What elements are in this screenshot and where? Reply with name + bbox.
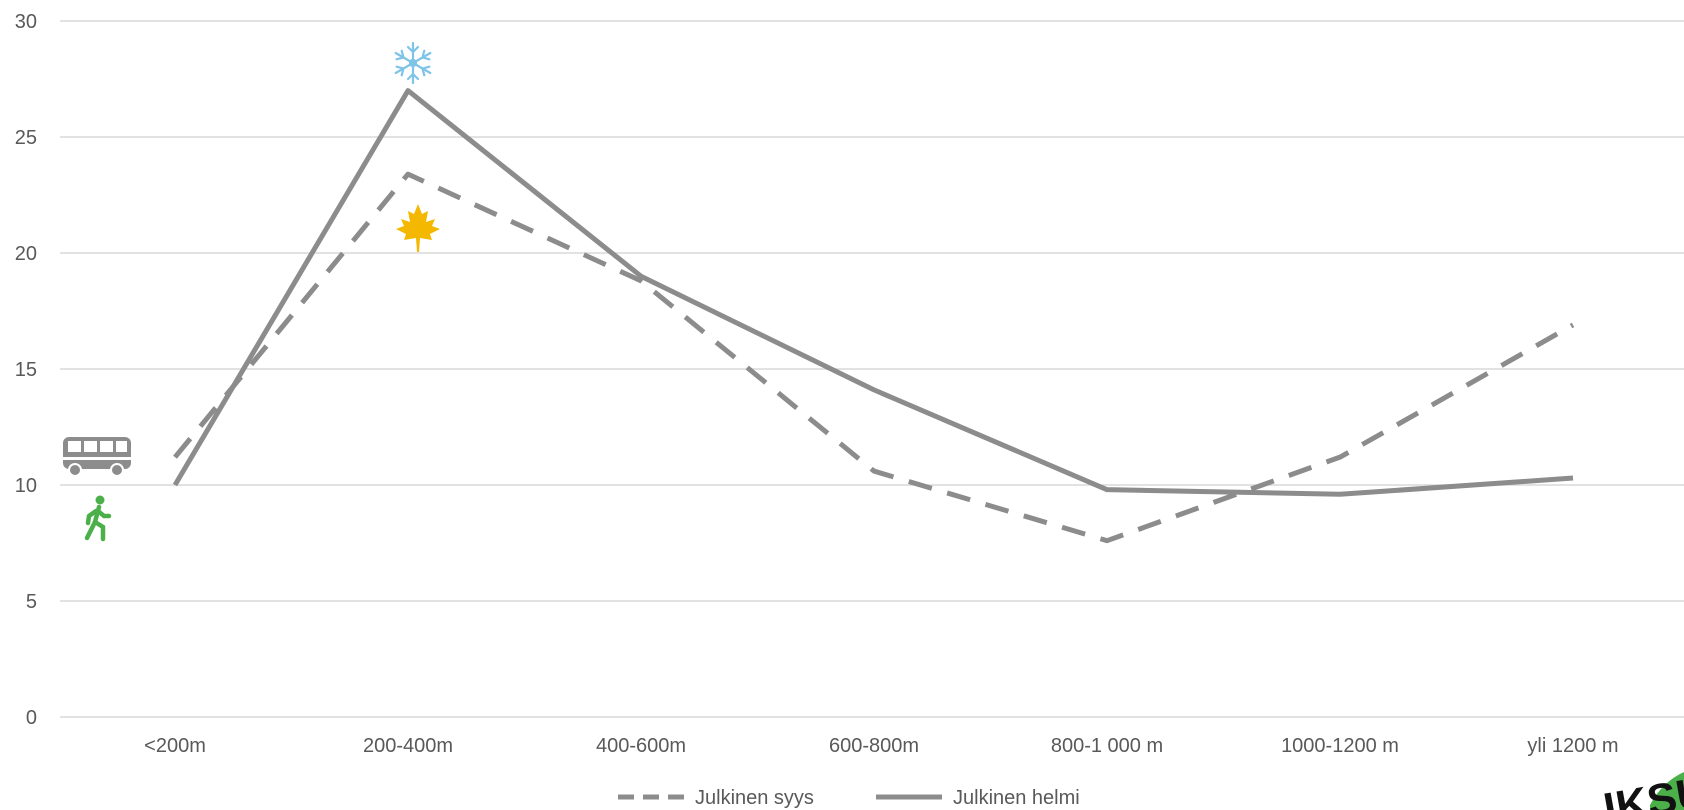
legend-label-helmi: Julkinen helmi [953,787,1080,809]
x-tick-label: 600-800m [829,735,919,757]
y-tick-label: 30 [15,11,37,33]
x-tick-label: 400-600m [596,735,686,757]
y-tick-label: 0 [26,707,37,729]
y-tick-label: 20 [15,243,37,265]
maple-leaf-icon [396,204,440,252]
y-axis-ticks: 0 5 10 15 20 25 30 [15,11,37,729]
y-tick-label: 10 [15,475,37,497]
series-line-julkinen-helmi [172,88,1574,497]
x-tick-label: yli 1200 m [1527,735,1618,757]
x-tick-label: 800-1 000 m [1051,735,1163,757]
bus-icon [63,437,131,477]
series-lines [172,88,1575,544]
y-tick-label: 25 [15,127,37,149]
logo: IKSU [1600,767,1684,810]
y-tick-label: 15 [15,359,37,381]
logo-badge-icon [1650,772,1684,810]
logo-text: IKSU [1600,767,1684,810]
snowflake-icon [394,41,432,85]
legend: Julkinen syys Julkinen helmi [618,787,1080,809]
y-tick-label: 5 [26,591,37,613]
walking-person-icon [84,495,112,542]
x-axis-ticks: <200m 200-400m 400-600m 600-800m 800-1 000 m… [144,735,1618,757]
legend-label-syys: Julkinen syys [695,787,814,809]
x-tick-label: 200-400m [363,735,453,757]
x-tick-label: <200m [144,735,206,757]
gridlines [60,20,1684,718]
x-tick-label: 1000-1200 m [1281,735,1399,757]
